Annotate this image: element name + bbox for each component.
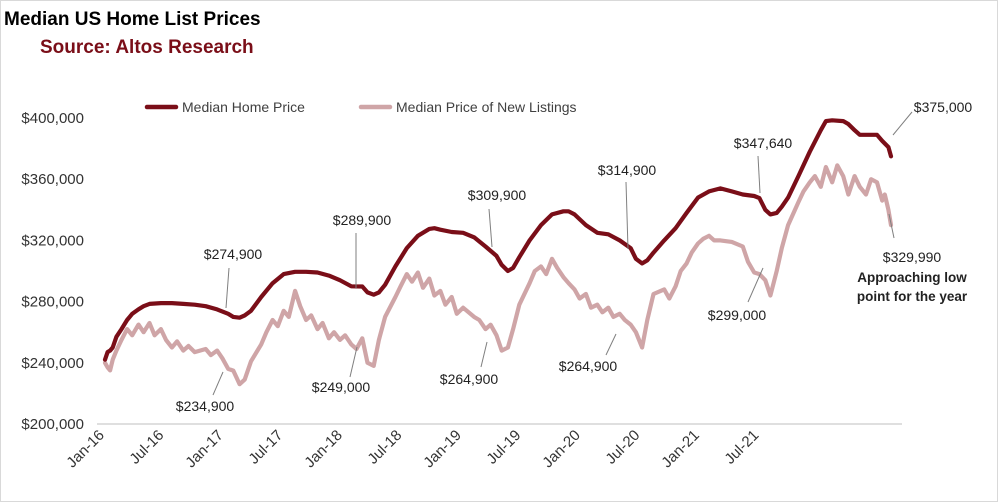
annotation-note: Approaching low — [857, 270, 967, 285]
annotation-note: point for the year — [857, 289, 968, 304]
annotation-leader-line — [625, 181, 629, 250]
annotation-label: $314,900 — [598, 162, 657, 178]
chart-title: Median US Home List Prices — [4, 9, 261, 30]
series-layer — [102, 118, 894, 387]
annotation-leader-line — [757, 155, 761, 194]
x-tick-label: Jul-21 — [721, 427, 762, 468]
x-tick-label: Jan-21 — [658, 427, 702, 471]
annotation-leader-line — [480, 341, 488, 368]
y-axis: $200,000 $240,000 $280,000 $320,000 $360,000… — [21, 110, 84, 433]
legend-label-new-listings: Median Price of New Listings — [396, 99, 577, 115]
series-median-new-listings — [102, 163, 894, 387]
annotation-leader-line — [747, 267, 764, 303]
chart-subtitle: Source: Altos Research — [40, 37, 254, 58]
annotation-label: $309,900 — [468, 187, 527, 203]
annotation-leader-line — [605, 333, 617, 356]
y-tick-label: $200,000 — [21, 416, 84, 433]
annotation-label: $234,900 — [176, 398, 235, 414]
series-median-home-price — [102, 118, 894, 362]
y-tick-label: $320,000 — [21, 232, 84, 249]
x-tick-label: Jul-20 — [602, 427, 643, 468]
annotation-label: $274,900 — [204, 246, 263, 262]
annotation-label: $329,990 — [883, 249, 942, 265]
annotation-leader-line — [225, 267, 230, 309]
annotation-label: $264,900 — [440, 371, 499, 387]
annotation-label: $289,900 — [333, 212, 392, 228]
x-tick-label: Jan-16 — [63, 427, 107, 471]
x-tick-label: Jul-16 — [126, 427, 167, 468]
annotation-leader-line — [488, 208, 493, 248]
legend-label-median-home: Median Home Price — [182, 99, 305, 115]
x-tick-label: Jan-18 — [301, 427, 345, 471]
annotations: $375,000 $329,990 Approaching low point for… — [176, 99, 973, 414]
x-tick-label: Jan-19 — [420, 427, 464, 471]
annotation-leader-line — [892, 111, 913, 136]
annotation-label: $264,900 — [559, 358, 618, 374]
x-tick-label: Jul-19 — [483, 427, 524, 468]
x-tick-label: Jan-17 — [182, 427, 226, 471]
x-tick-label: Jan-20 — [539, 427, 583, 471]
y-tick-label: $400,000 — [21, 110, 84, 127]
x-tick-label: Jul-17 — [245, 427, 286, 468]
y-tick-label: $240,000 — [21, 355, 84, 372]
y-tick-label: $360,000 — [21, 171, 84, 188]
y-tick-label: $280,000 — [21, 294, 84, 311]
annotation-leader-line — [349, 346, 358, 378]
annotation-leader-line — [212, 371, 224, 396]
legend: Median Home Price Median Price of New Lis… — [144, 99, 577, 115]
annotation-label: $299,000 — [708, 307, 767, 323]
x-axis: Jan-16 Jul-16 Jan-17 Jul-17 Jan-18 Jul-18 Jan-… — [63, 423, 902, 471]
annotation-label: $375,000 — [914, 99, 973, 115]
annotation-label: $347,640 — [734, 135, 793, 151]
annotation-label: $249,000 — [312, 379, 371, 395]
x-tick-label: Jul-18 — [364, 427, 405, 468]
annotation-leader-line — [888, 213, 895, 239]
